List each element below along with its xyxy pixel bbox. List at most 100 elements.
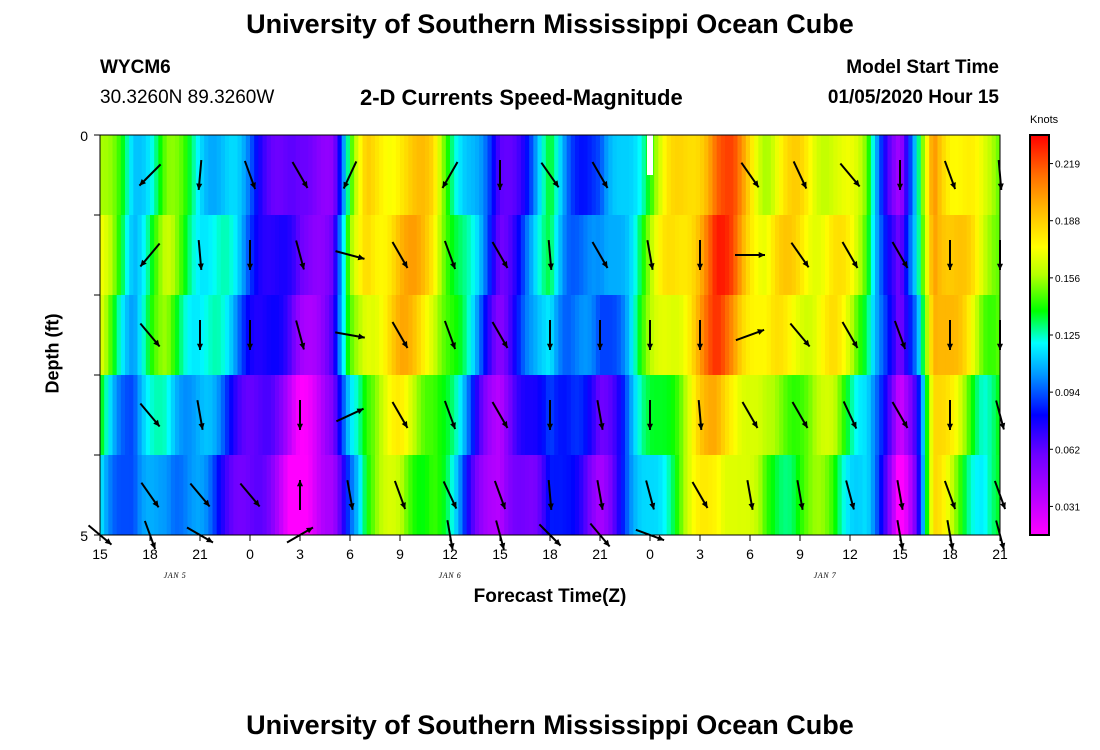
heatmap-cell: [100, 295, 105, 376]
current-vector-head: [598, 423, 605, 430]
heatmap-cell: [970, 135, 976, 216]
heatmap-cell: [158, 375, 163, 456]
heatmap-cell: [341, 455, 347, 536]
heatmap-cell: [470, 375, 476, 456]
heatmap-cell: [329, 455, 334, 536]
heatmap-cell: [450, 455, 455, 536]
heatmap-cell: [620, 375, 626, 456]
heatmap-cell: [104, 375, 109, 456]
heatmap-cell: [500, 295, 505, 376]
heatmap-cell: [162, 455, 168, 536]
heatmap-cell: [766, 215, 772, 296]
heatmap-cell: [941, 135, 947, 216]
heatmap-cell: [783, 455, 788, 536]
heatmap-cell: [404, 215, 409, 296]
heatmap-cell: [170, 375, 176, 456]
heatmap-cell: [912, 375, 918, 456]
heatmap-cell: [650, 455, 655, 536]
heatmap-cell: [841, 295, 847, 376]
heatmap-cell: [287, 295, 293, 376]
heatmap-cell: [445, 455, 451, 536]
heatmap-cell: [183, 455, 188, 536]
heatmap-cell: [320, 135, 326, 216]
heatmap-cell: [787, 375, 793, 456]
heatmap-cell: [766, 375, 772, 456]
heatmap-cell: [933, 295, 938, 376]
current-vector-head: [946, 263, 954, 270]
heatmap-cell: [958, 135, 963, 216]
heatmap-cell: [420, 295, 426, 376]
heatmap-cell: [995, 215, 1001, 296]
heatmap-cell: [200, 215, 205, 296]
heatmap-cell: [441, 215, 447, 296]
heatmap-cell: [741, 375, 747, 456]
heatmap-cell: [379, 295, 384, 376]
heatmap-cell: [854, 135, 859, 216]
current-vector-head: [348, 503, 355, 510]
heatmap-cell: [479, 215, 484, 296]
heatmap-cell: [579, 215, 584, 296]
heatmap-cell: [262, 455, 268, 536]
heatmap-cell: [820, 295, 826, 376]
current-vector-head: [950, 182, 956, 190]
heatmap-cell: [962, 295, 968, 376]
heatmap-cell: [404, 375, 409, 456]
heatmap-cell: [958, 215, 963, 296]
heatmap-cell: [766, 455, 772, 536]
heatmap-cell: [595, 375, 601, 456]
heatmap-cell: [191, 215, 197, 296]
heatmap-cell: [845, 295, 851, 376]
heatmap-cell: [729, 215, 734, 296]
heatmap-cell: [833, 375, 838, 456]
heatmap-cell: [437, 215, 443, 296]
heatmap-cell: [779, 455, 784, 536]
heatmap-cell: [512, 135, 518, 216]
heatmap-cell: [695, 375, 701, 456]
heatmap-cell: [187, 215, 193, 296]
heatmap-cell: [266, 215, 272, 296]
heatmap-cell: [108, 215, 113, 296]
heatmap-cell: [587, 455, 593, 536]
heatmap-cell: [120, 135, 126, 216]
heatmap-cell: [337, 455, 343, 536]
heatmap-cell: [325, 375, 330, 456]
heatmap-cell: [904, 455, 909, 536]
heatmap-cell: [254, 135, 259, 216]
heatmap-cell: [862, 295, 868, 376]
heatmap-cell: [679, 295, 684, 376]
heatmap-cell: [779, 135, 784, 216]
heatmap-cell: [812, 215, 818, 296]
heatmap-cell: [683, 135, 688, 216]
heatmap-cell: [825, 295, 830, 376]
colorbar-tick-label: 0.062: [1055, 445, 1080, 456]
heatmap-cell: [116, 455, 122, 536]
heatmap-cell: [129, 295, 134, 376]
heatmap-cell: [891, 215, 897, 296]
heatmap-cell: [366, 295, 372, 376]
heatmap-cell: [333, 135, 338, 216]
heatmap-cell: [633, 375, 638, 456]
heatmap-cell: [341, 135, 347, 216]
heatmap-cell: [775, 295, 780, 376]
heatmap-cell: [433, 455, 438, 536]
heatmap-cell: [350, 375, 355, 456]
heatmap-cell: [250, 215, 255, 296]
heatmap-cell: [366, 135, 372, 216]
heatmap-cell: [437, 295, 443, 376]
x-tick-label: 15: [492, 546, 508, 562]
heatmap-cell: [208, 295, 213, 376]
heatmap-cell: [675, 375, 680, 456]
heatmap-cell: [308, 375, 313, 456]
current-vector-head: [696, 343, 704, 350]
heatmap-cell: [300, 215, 305, 296]
heatmap-cell: [762, 295, 768, 376]
heatmap-cell: [629, 295, 634, 376]
heatmap-cell: [862, 135, 868, 216]
heatmap-cell: [700, 375, 705, 456]
current-vector-head: [851, 341, 858, 348]
heatmap-cell: [875, 295, 880, 376]
heatmap-cell: [358, 215, 363, 296]
heatmap-cell: [400, 295, 405, 376]
heatmap-cell: [645, 295, 651, 376]
heatmap-cell: [375, 375, 380, 456]
